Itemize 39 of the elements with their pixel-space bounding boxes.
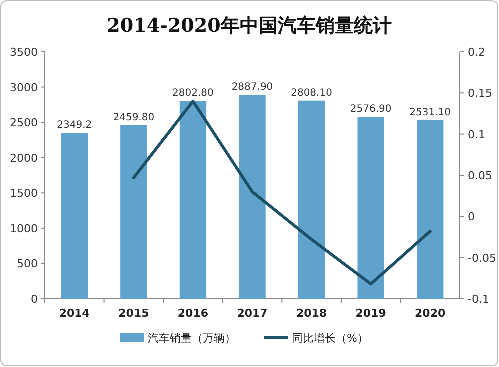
bar	[239, 95, 266, 299]
y-tick-label: 2000	[10, 152, 38, 165]
y2-tick-label: 0.05	[468, 170, 492, 182]
y-tick-label: 3500	[10, 46, 38, 59]
data-label: 2808.10	[291, 88, 332, 99]
data-label: 2349.2	[57, 120, 92, 132]
bar	[120, 125, 148, 299]
x-tick-label: 2020	[415, 307, 446, 320]
chart-title: 2014-2020年中国汽车销量统计	[107, 15, 392, 37]
x-tick-label: 2019	[356, 307, 386, 320]
x-tick-label: 2018	[296, 307, 328, 320]
bar	[358, 117, 384, 299]
data-label: 2576.90	[350, 104, 392, 116]
y2-tick-label: 0	[468, 210, 475, 224]
data-label: 2531.10	[410, 107, 452, 118]
bar	[61, 133, 88, 299]
x-tick-label: 2015	[118, 307, 150, 320]
y-tick-label: 1500	[10, 187, 38, 200]
y2-tick-label: 0.2	[468, 46, 486, 59]
x-tick-label: 2014	[59, 307, 90, 320]
data-label: 2459.80	[113, 112, 155, 124]
x-tick-label: 2017	[237, 307, 268, 320]
data-label: 2802.80	[172, 88, 214, 100]
x-tick-label: 2016	[178, 307, 209, 320]
y-tick-label: 1000	[10, 222, 38, 236]
legend-label: 汽车销量（万辆）	[148, 332, 236, 345]
legend-label: 同比增长（%）	[292, 332, 368, 345]
y-tick-label: 500	[17, 258, 38, 271]
y2-tick-label: -0.1	[468, 293, 490, 306]
bar	[180, 101, 207, 299]
y-tick-label: 0	[31, 293, 38, 306]
y-tick-label: 2500	[10, 116, 38, 130]
bar	[417, 120, 444, 299]
y2-tick-label: 0.1	[468, 128, 486, 142]
bar	[298, 100, 326, 299]
y-tick-label: 3000	[10, 81, 38, 94]
y2-tick-label: -0.05	[468, 252, 496, 265]
y2-tick-label: 0.15	[468, 87, 492, 100]
data-label: 2887.90	[232, 82, 274, 94]
